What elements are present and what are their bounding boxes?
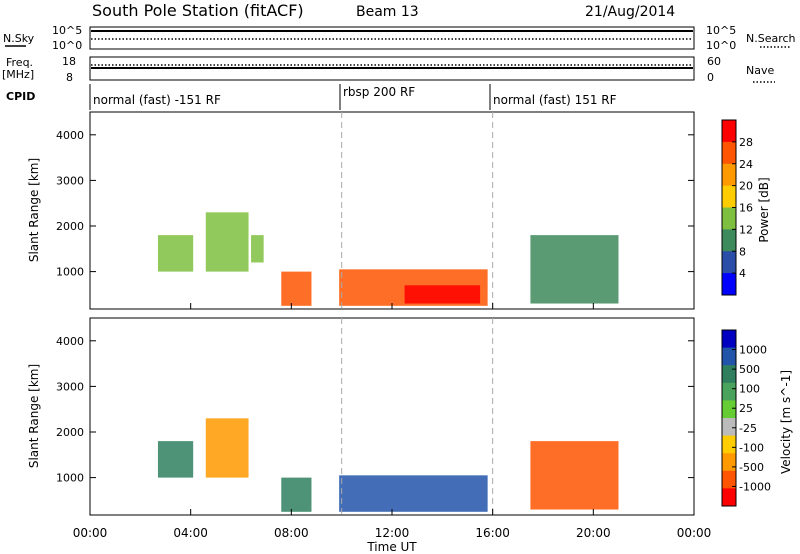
freq-right-tick-top: 60 xyxy=(707,55,721,68)
power-colorbar-label: Power [dB] xyxy=(757,177,771,242)
xtick-label: 12:00 xyxy=(375,526,410,540)
freq-left-tick-bottom: 8 xyxy=(66,71,73,84)
velocity-colorbar-swatch xyxy=(722,365,736,384)
velocity-colorbar-tick-label: -100 xyxy=(739,441,764,454)
power-ytick-label: 3000 xyxy=(56,174,84,187)
velocity-colorbar-swatch xyxy=(722,418,736,437)
freq-right-tick-bottom: 0 xyxy=(707,71,714,84)
power-colorbar-tick-label: 16 xyxy=(739,202,753,215)
velocity-colorbar-tick-label: 1000 xyxy=(739,344,767,357)
velocity-y-ticks: 1000 2000 3000 4000 xyxy=(56,335,694,485)
power-region-3 xyxy=(251,235,264,263)
noise-right-tick-top: 10^5 xyxy=(706,24,736,37)
velocity-region-3 xyxy=(281,477,312,512)
freq-panel-frame xyxy=(89,56,695,81)
velocity-colorbar: 1000 500 100 25 -25 -100 -500 -1000 xyxy=(721,329,771,507)
freq-label-1: Freq. xyxy=(6,56,33,69)
power-colorbar-swatch xyxy=(722,163,736,187)
power-ytick-label: 2000 xyxy=(56,220,84,233)
power-colorbar-swatch xyxy=(722,120,736,143)
velocity-colorbar-swatch xyxy=(722,470,736,489)
power-region-6 xyxy=(404,285,481,304)
velocity-colorbar-tick-label: -500 xyxy=(739,461,764,474)
power-colorbar-tick-label: 8 xyxy=(739,245,746,258)
velocity-region-1 xyxy=(157,441,194,478)
power-colorbar-swatch xyxy=(722,141,736,165)
velocity-colorbar-swatch xyxy=(722,382,736,401)
xtick-label: 00:00 xyxy=(73,526,108,540)
velocity-colorbar-swatch xyxy=(722,488,736,507)
velocity-ytick-label: 3000 xyxy=(56,380,84,393)
power-region-2 xyxy=(205,212,249,272)
velocity-colorbar-tick-label: -1000 xyxy=(739,480,771,493)
power-ytick-label: 1000 xyxy=(56,266,84,279)
velocity-colorbar-tick-label: 500 xyxy=(739,363,760,376)
power-colorbar-swatch xyxy=(722,229,736,252)
power-panel: 1000 2000 3000 4000 Slant Range [km] xyxy=(27,111,695,310)
freq-label-2: [MHz] xyxy=(2,68,34,81)
noise-right-label: N.Search xyxy=(746,32,796,45)
cpid-segment-1: normal (fast) -151 RF xyxy=(93,93,221,107)
noise-panel-frame xyxy=(89,26,695,50)
xtick-label: 00:00 xyxy=(677,526,712,540)
velocity-colorbar-swatch xyxy=(722,400,736,419)
station-title: South Pole Station (fitACF) xyxy=(92,1,304,20)
velocity-colorbar-tick-label: -25 xyxy=(739,422,757,435)
power-region-7 xyxy=(530,235,619,304)
velocity-ylabel: Slant Range [km] xyxy=(27,364,41,468)
power-ytick-label: 4000 xyxy=(56,129,84,142)
noise-left-tick-bottom: 10^0 xyxy=(52,39,82,52)
freq-left-tick-top: 18 xyxy=(62,55,76,68)
power-colorbar-tick-label: 24 xyxy=(739,158,753,171)
power-colorbar-swatch xyxy=(722,207,736,230)
power-region-4 xyxy=(281,271,312,306)
velocity-colorbar-swatch xyxy=(722,453,736,472)
xtick-label: 16:00 xyxy=(475,526,510,540)
power-region-1 xyxy=(157,235,194,272)
power-colorbar-tick-label: 12 xyxy=(739,223,753,236)
xtick-label: 20:00 xyxy=(576,526,611,540)
velocity-ytick-label: 4000 xyxy=(56,335,84,348)
velocity-colorbar-swatch xyxy=(722,347,736,366)
velocity-data-regions xyxy=(157,418,619,512)
velocity-region-4 xyxy=(339,475,488,512)
velocity-panel: 1000 2000 3000 4000 Slant Range [km] xyxy=(27,317,695,516)
cpid-segment-3: normal (fast) 151 RF xyxy=(493,93,617,107)
power-colorbar: 28 24 20 16 12 8 4 xyxy=(721,119,753,296)
velocity-region-5 xyxy=(530,441,619,510)
noise-left-tick-top: 10^5 xyxy=(52,24,82,37)
cpid-segment-2: rbsp 200 RF xyxy=(343,85,415,99)
time-axis-ticks: 00:00 04:00 08:00 12:00 16:00 20:00 00:00 xyxy=(73,303,712,540)
xtick-label: 04:00 xyxy=(173,526,208,540)
velocity-colorbar-frame xyxy=(721,329,737,507)
power-colorbar-swatch xyxy=(722,251,736,274)
velocity-region-2 xyxy=(205,418,249,478)
power-ylabel: Slant Range [km] xyxy=(27,158,41,262)
noise-right-tick-bottom: 10^0 xyxy=(706,39,736,52)
cpid-label: CPID xyxy=(6,90,35,103)
beam-label: Beam 13 xyxy=(356,4,419,20)
date-label: 21/Aug/2014 xyxy=(585,4,675,20)
mode-boundary-lines xyxy=(341,112,494,515)
nave-label: Nave xyxy=(746,64,774,77)
velocity-colorbar-tick-label: 100 xyxy=(739,383,760,396)
velocity-colorbar-swatch xyxy=(722,330,736,349)
power-colorbar-tick-label: 4 xyxy=(739,267,746,280)
velocity-ytick-label: 2000 xyxy=(56,426,84,439)
velocity-colorbar-label: Velocity [m s^-1] xyxy=(779,370,793,474)
xtick-label: 08:00 xyxy=(274,526,309,540)
power-colorbar-tick-label: 28 xyxy=(739,136,753,149)
power-colorbar-swatch xyxy=(722,185,736,208)
velocity-colorbar-tick-label: 25 xyxy=(739,402,753,415)
power-colorbar-tick-label: 20 xyxy=(739,180,753,193)
power-data-regions xyxy=(157,212,619,306)
velocity-ytick-label: 1000 xyxy=(56,472,84,485)
velocity-colorbar-swatch xyxy=(722,435,736,454)
power-y-ticks: 1000 2000 3000 4000 xyxy=(56,129,694,279)
power-colorbar-swatch xyxy=(722,273,736,296)
noise-left-label: N.Sky xyxy=(3,32,35,45)
xaxis-label: Time UT xyxy=(366,540,417,554)
